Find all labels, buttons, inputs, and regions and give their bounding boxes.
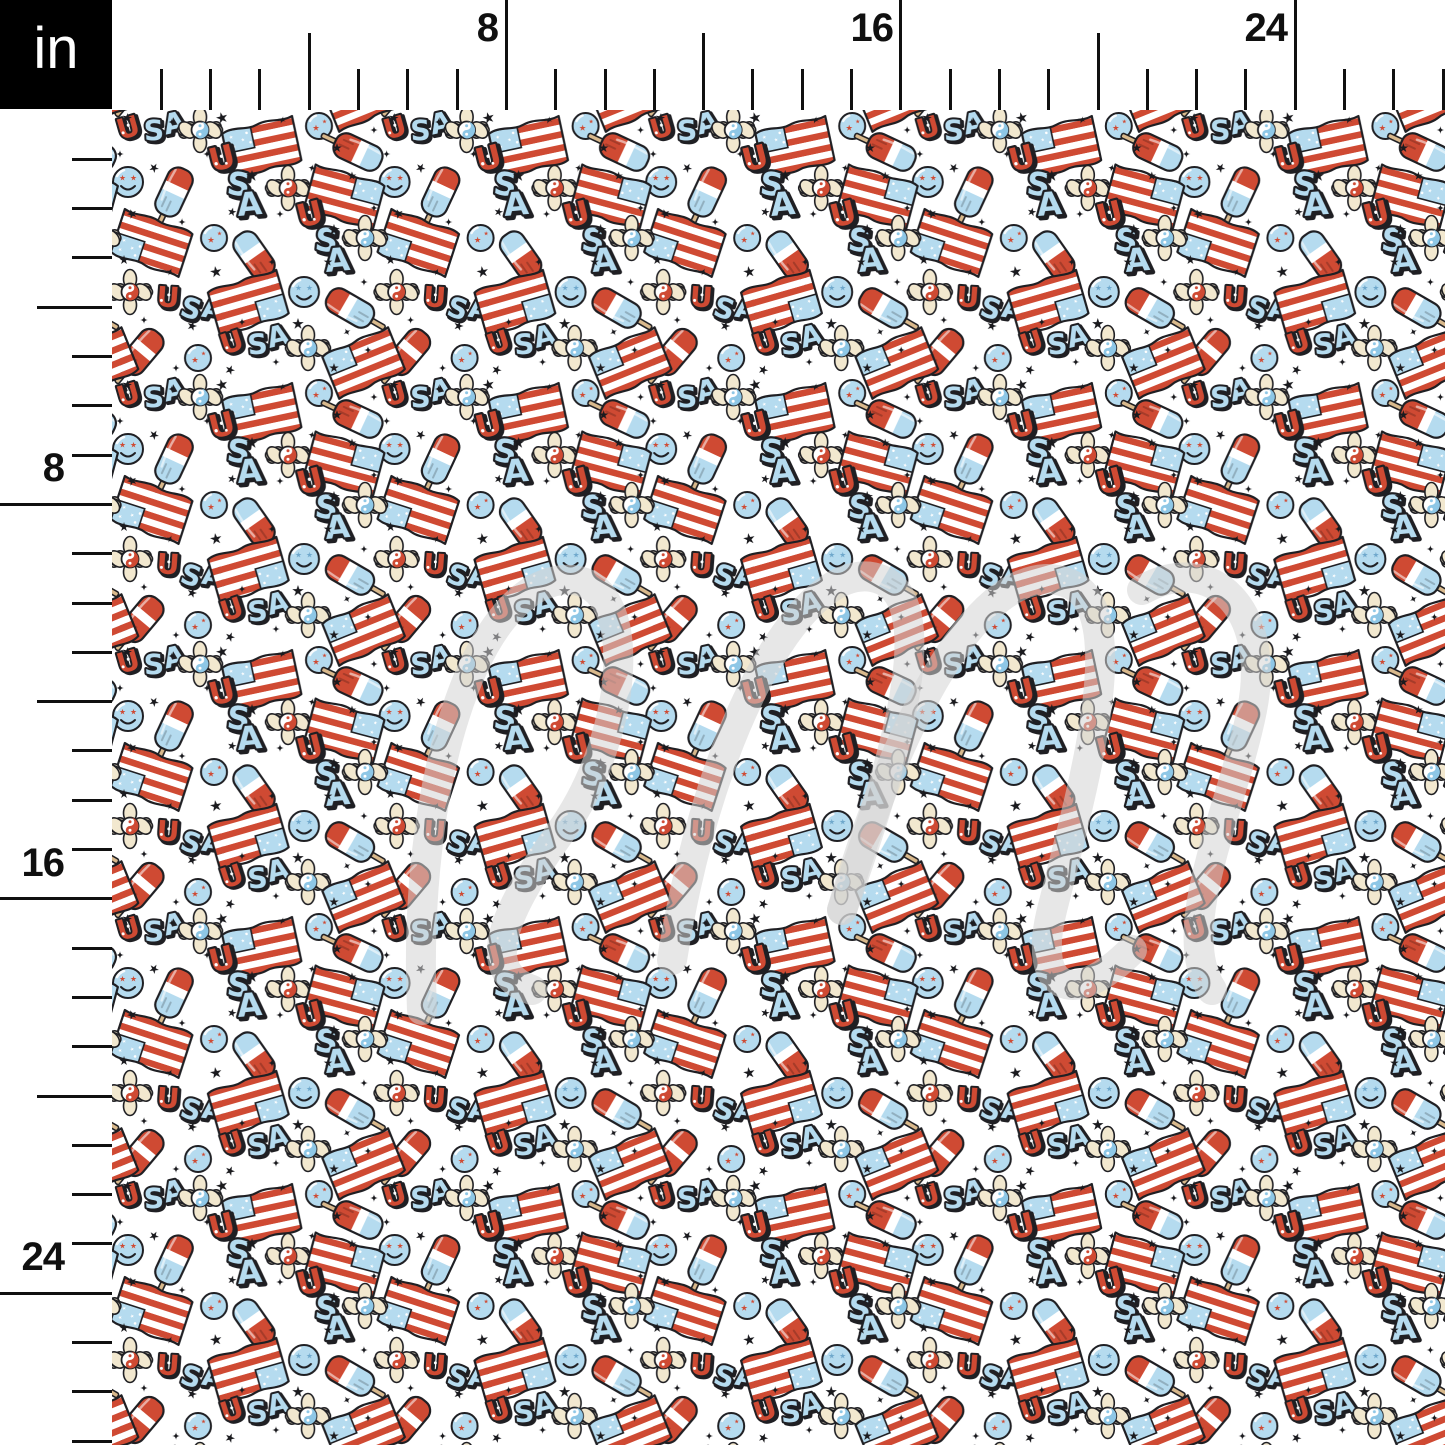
ruler-left-tick-19in [72,1045,112,1049]
ruler-top-tick-26in [1392,69,1396,110]
ruler-left-tick-14in [72,798,112,802]
ruler-top [0,0,1445,110]
ruler-left-tick-12in [37,700,112,704]
ruler-top-tick-14in [800,69,804,110]
ruler-top-tick-13in [751,69,755,110]
ruler-left-tick-5in [72,355,112,358]
ruler-left-tick-27in [72,1439,112,1443]
ruler-top-tick-12in [702,33,706,110]
ruler-top-tick-20in [1096,33,1100,110]
ruler-top-tick-6in [406,69,410,110]
ruler-left-tick-4in [37,305,112,309]
ruler-left-tick-22in [72,1193,112,1197]
ruler-top-label-16: 16 [850,6,895,50]
ruler-left-label-24: 24 [21,1235,66,1279]
ruler-left-tick-9in [72,552,112,556]
ruler-top-tick-3in [258,69,262,110]
ruler-left-tick-24in [0,1291,112,1295]
ruler-top-tick-24in [1293,0,1297,110]
ruler-left [0,0,112,1445]
ruler-left-tick-10in [72,601,112,605]
ruler-left-tick-6in [72,404,112,408]
ruler-top-tick-18in [997,69,1001,110]
ruler-left-tick-23in [72,1242,112,1246]
ruler-left-tick-25in [72,1341,112,1344]
ruler-left-tick-20in [37,1094,112,1098]
ruler-top-tick-23in [1244,69,1248,110]
ruler-left-tick-16in [0,897,112,901]
ruler-left-tick-17in [72,946,112,950]
ruler-top-tick-27in [1441,69,1445,110]
ruler-top-tick-7in [455,69,459,110]
ruler-left-tick-1in [72,157,112,161]
ruler-left-tick-8in [0,502,112,506]
ruler-top-tick-2in [209,69,213,110]
ruler-top-tick-4in [307,33,311,110]
ruler-top-tick-22in [1195,69,1199,110]
ruler-top-tick-16in [899,0,903,110]
ruler-top-tick-25in [1343,69,1346,110]
ruler-unit-label: in [33,15,79,81]
ruler-left-tick-3in [72,256,112,260]
ruler-left-tick-15in [72,848,112,851]
ruler-left-tick-21in [72,1143,112,1147]
ruler-left-tick-13in [72,749,112,753]
ruler-top-tick-21in [1145,69,1149,110]
watermark-script [405,561,1271,1025]
ruler-left-label-8: 8 [42,446,65,490]
ruler-left-tick-26in [72,1390,112,1394]
ruler-top-tick-11in [652,69,656,110]
ruler-top-tick-9in [554,69,558,110]
fabric-pattern-swatch: U U S S A A U U [112,110,1445,1445]
ruler-top-tick-17in [948,69,952,110]
ruler-unit-box: in [0,0,112,109]
ruler-top-tick-15in [850,69,853,110]
ruler-top-tick-1in [159,69,163,110]
ruler-top-tick-5in [357,69,360,110]
ruler-left-tick-11in [72,650,112,654]
ruler-top-tick-8in [504,0,508,110]
ruler-left-tick-2in [72,207,112,211]
ruler-left-tick-7in [72,453,112,457]
ruler-top-label-24: 24 [1244,6,1289,50]
ruler-left-label-16: 16 [21,841,66,885]
ruler-top-tick-19in [1047,69,1051,110]
ruler-top-tick-10in [603,69,607,110]
ruler-top-label-8: 8 [476,6,499,50]
ruler-left-tick-18in [72,995,112,999]
